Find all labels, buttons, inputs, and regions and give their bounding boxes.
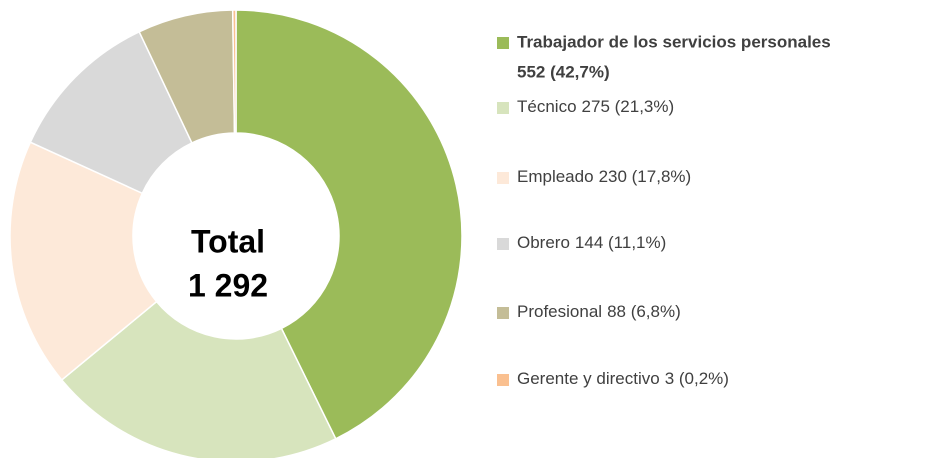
legend-entry: Obrero 144 (11,1%) [517,233,666,252]
legend-label: Obrero [517,233,570,252]
legend-entry: Profesional 88 (6,8%) [517,302,681,321]
slice [9,141,158,382]
legend-entry: Gerente y directivo 3 (0,2%) [517,369,729,388]
legend: Trabajador de los servicios personales 55… [497,32,831,388]
legend-value: 144 (11,1%) [575,233,666,252]
slice [231,9,237,134]
legend-label: Técnico [517,97,577,116]
slice [60,300,337,458]
slice [235,9,463,440]
legend-swatch [497,307,509,319]
legend-swatch [497,172,509,184]
legend-label: Gerente y directivo [517,369,660,388]
legend-label: Trabajador de los servicios personales [517,32,831,51]
legend-value: 552 (42,7%) [517,62,610,81]
legend-label: Empleado [517,167,594,186]
legend-value: 3 (0,2%) [665,369,729,388]
legend-entry: Empleado 230 (17,8%) [517,167,691,186]
legend-value: 275 (21,3%) [582,97,675,116]
legend-swatch [497,238,509,250]
slices [9,9,463,458]
legend-swatch [497,102,509,114]
legend-value: 230 (17,8%) [599,167,692,186]
legend-swatch [497,374,509,386]
legend-swatch [497,37,509,49]
legend-entry: Técnico 275 (21,3%) [517,97,674,116]
legend-value: 88 (6,8%) [607,302,681,321]
center-title: Total [191,223,265,259]
legend-label: Profesional [517,302,602,321]
center-total: 1 292 [188,267,268,303]
